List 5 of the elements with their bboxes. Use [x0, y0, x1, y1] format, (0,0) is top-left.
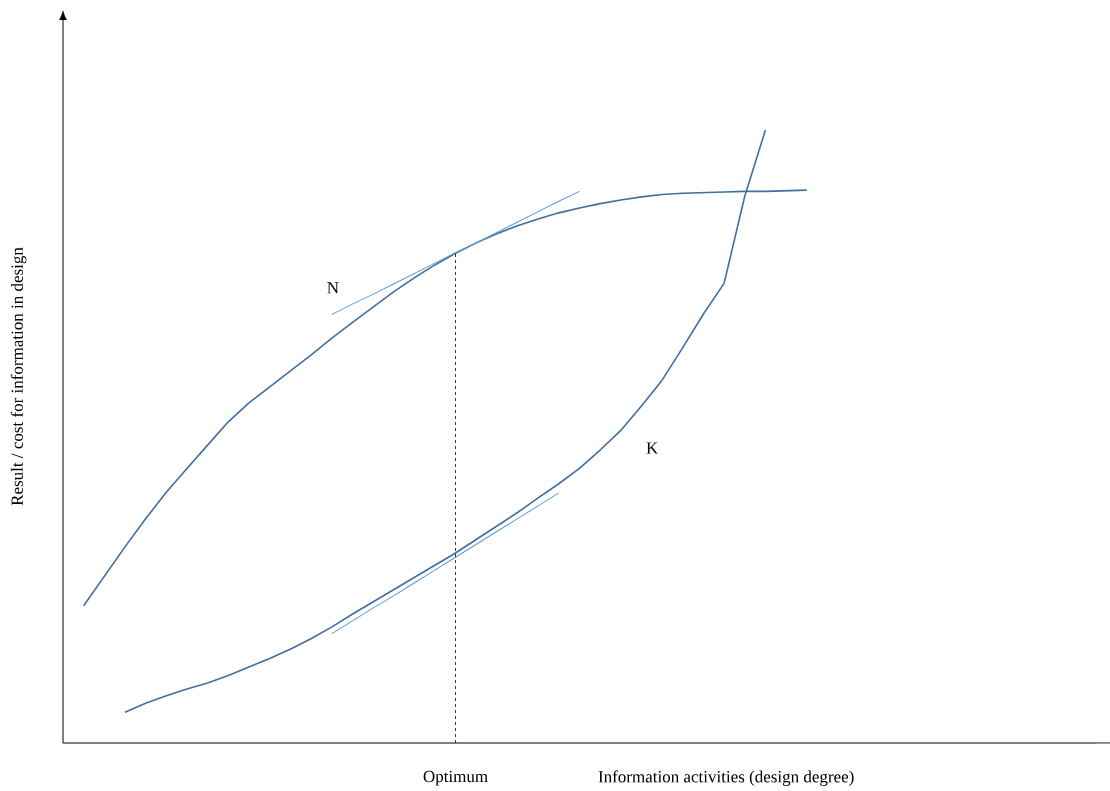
series-label: N — [327, 282, 339, 294]
text: Optimum — [423, 770, 488, 786]
y-axis-title: Result / cost for information in design — [10, 247, 27, 506]
x-axis-title: Information activities (design degree) — [598, 770, 854, 786]
series-label: K — [646, 442, 659, 454]
